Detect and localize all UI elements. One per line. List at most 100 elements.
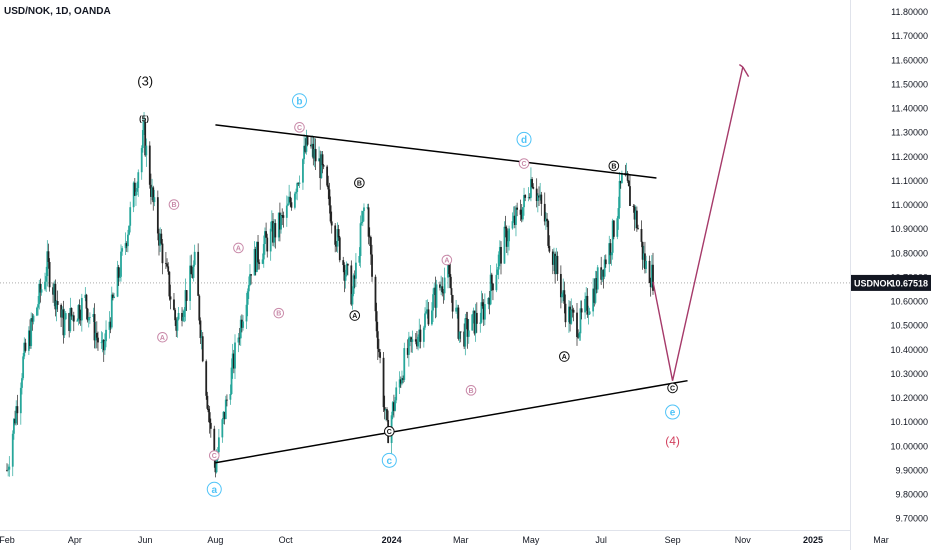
candle-body <box>570 309 573 324</box>
wave-label-marker: C <box>667 382 678 394</box>
candle-body <box>472 310 475 315</box>
candle-body <box>508 228 510 242</box>
candle-body <box>640 228 643 242</box>
candle-body <box>306 136 309 145</box>
candle-body <box>125 243 128 247</box>
candle-body <box>326 166 329 186</box>
time-tick-label: Nov <box>735 535 752 545</box>
wave-label-circle <box>441 254 453 266</box>
candle-body <box>141 129 144 149</box>
candle-body <box>604 259 607 265</box>
candle-body <box>116 267 119 297</box>
candle-body <box>450 288 453 295</box>
candle-body <box>101 339 104 343</box>
candle-body <box>546 218 548 222</box>
candle-body <box>431 310 433 325</box>
candle-body <box>383 407 386 411</box>
candle-body <box>60 304 63 318</box>
time-tick-label: Feb <box>0 535 15 545</box>
candle-body <box>30 318 33 346</box>
candle-body <box>288 196 291 204</box>
price-axis: 11.80000 11.70000 11.60000 11.50000 11.40000… <box>890 7 928 524</box>
candle-body <box>535 188 538 201</box>
candle-body <box>237 337 240 343</box>
candle-body <box>215 459 218 473</box>
wave-label-marker: a <box>206 481 222 497</box>
candle-body <box>353 275 356 279</box>
candle-body <box>358 255 361 263</box>
candle-body <box>177 312 180 320</box>
candle-body <box>609 243 612 256</box>
wave-label-marker: A <box>349 310 361 321</box>
candle-body <box>403 348 406 380</box>
time-tick-label: Apr <box>68 535 82 545</box>
candle-body <box>269 228 272 252</box>
candle-body <box>250 274 253 276</box>
candle-body <box>520 214 523 220</box>
candle-body <box>314 148 317 162</box>
candle-body <box>48 262 51 288</box>
candle-body <box>580 308 583 313</box>
candle-body <box>382 357 385 408</box>
candle-body <box>378 348 380 353</box>
candle-body <box>467 330 470 337</box>
candle-body <box>441 286 444 293</box>
projection-arrowhead <box>742 66 750 78</box>
candle-body <box>586 295 589 315</box>
candle-body <box>524 195 527 198</box>
wave-label: A <box>444 258 449 265</box>
price-tick-label: 11.50000 <box>891 79 928 89</box>
candle-body <box>528 197 531 199</box>
candle-body <box>395 387 398 401</box>
candle-body <box>416 341 418 347</box>
candle-body <box>414 339 417 342</box>
candle-body <box>488 297 491 305</box>
candle-body <box>335 244 338 247</box>
candle-body <box>234 342 236 369</box>
candle-body <box>329 205 332 222</box>
candle-body <box>417 336 419 347</box>
candle-body <box>578 333 581 338</box>
candle-body <box>68 313 71 331</box>
candle-body <box>56 301 59 305</box>
candle-body <box>576 312 578 337</box>
candle-body <box>302 159 304 183</box>
candle-body <box>495 274 498 291</box>
candle-body <box>504 226 507 229</box>
candle-body <box>13 418 15 434</box>
candle-body <box>596 267 599 290</box>
candle-body <box>603 259 606 277</box>
candle-body <box>616 218 619 237</box>
wave-label: C <box>670 386 675 393</box>
candle-body <box>632 205 635 207</box>
candle-body <box>63 319 66 336</box>
candle-body <box>355 262 357 279</box>
candle-body <box>600 267 603 280</box>
wave-label-marker: A <box>157 331 168 343</box>
candle-body <box>124 243 127 249</box>
candle-body <box>527 197 530 199</box>
candle-body <box>133 182 136 196</box>
candle-body <box>84 294 87 298</box>
candle-body <box>191 274 194 278</box>
candle-body <box>205 361 208 396</box>
candle-body <box>183 310 186 317</box>
candle-body <box>440 286 443 288</box>
projection-path <box>652 66 744 381</box>
candle-body <box>156 197 159 234</box>
wave-label-marker: d <box>516 131 532 147</box>
candle-body <box>29 330 31 346</box>
candle-body <box>8 466 11 470</box>
price-tick-label: 10.60000 <box>890 297 928 307</box>
candle-body <box>459 331 462 333</box>
candle-body <box>24 342 27 351</box>
candle-body <box>342 260 345 266</box>
candle-body <box>36 307 38 316</box>
time-tick-label: Oct <box>279 535 294 545</box>
candle-body <box>279 212 281 230</box>
wave-label-circle <box>206 481 222 497</box>
candle-body <box>295 191 297 194</box>
candle-body <box>87 317 90 321</box>
